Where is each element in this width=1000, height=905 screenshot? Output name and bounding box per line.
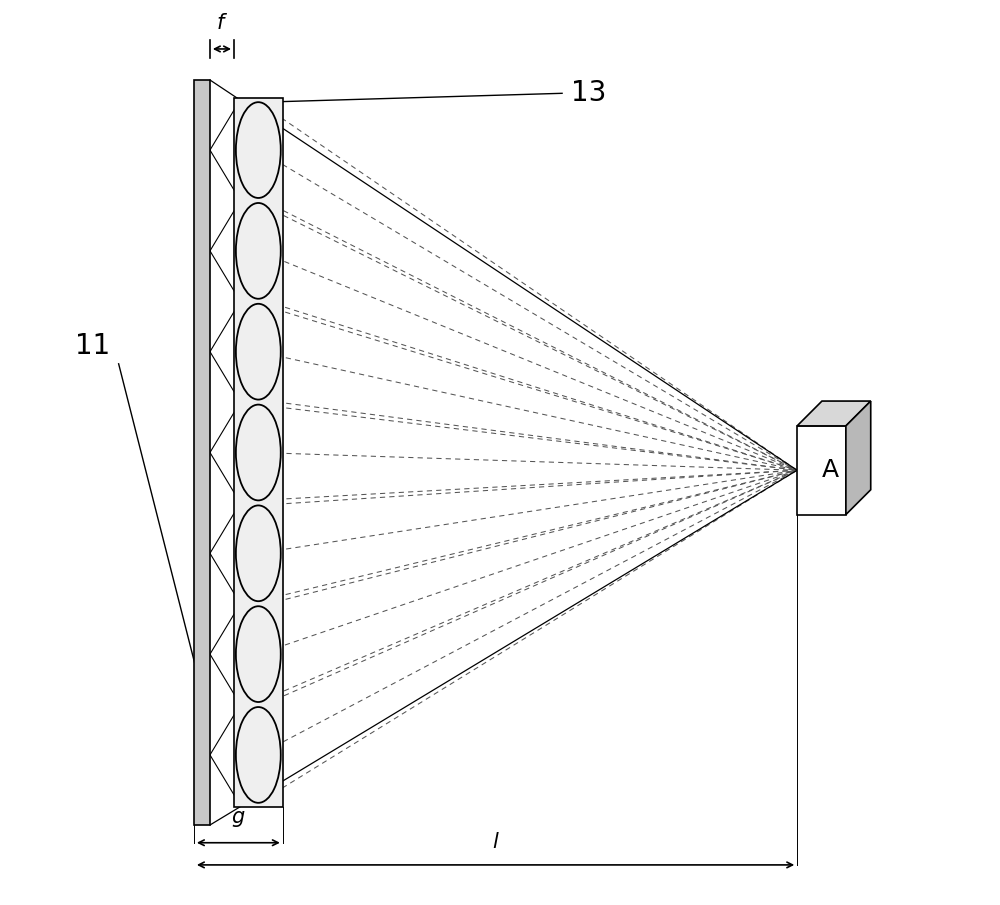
Text: $l$: $l$ (492, 832, 499, 852)
Text: 13: 13 (571, 80, 606, 108)
Bar (194, 80, 210, 825)
Text: $f$: $f$ (216, 13, 228, 33)
Polygon shape (846, 401, 871, 515)
Text: $g$: $g$ (231, 809, 246, 829)
Text: 11: 11 (75, 332, 110, 360)
Polygon shape (797, 426, 846, 515)
Bar (234, 98, 283, 807)
Polygon shape (797, 401, 871, 426)
Text: A: A (821, 458, 838, 482)
